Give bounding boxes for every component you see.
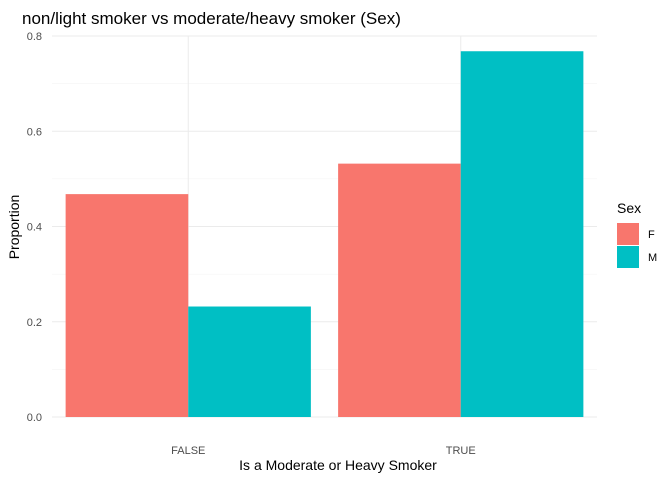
y-axis-ticks: 0.0 0.2 0.4 0.6 0.8 — [27, 31, 42, 424]
bar-true-m — [460, 51, 584, 418]
legend-label-m: M — [648, 252, 657, 264]
bar-false-m — [188, 306, 311, 417]
bar-false-f — [65, 194, 189, 417]
y-axis-title: Proportion — [6, 195, 22, 260]
legend-swatch-m — [617, 246, 639, 268]
y-tick-label: 0.6 — [27, 126, 42, 138]
y-tick-label: 0.0 — [27, 412, 42, 424]
x-axis-title: Is a Moderate or Heavy Smoker — [239, 457, 437, 473]
legend: Sex FM — [617, 200, 657, 268]
legend-label-f: F — [648, 229, 655, 241]
y-tick-label: 0.2 — [27, 317, 42, 329]
bars — [65, 51, 584, 418]
x-axis-ticks: FALSE TRUE — [171, 445, 476, 457]
legend-items: FM — [617, 223, 657, 268]
bar-true-f — [338, 163, 461, 417]
chart-title: non/light smoker vs moderate/heavy smoke… — [22, 9, 401, 28]
x-tick-label: TRUE — [446, 445, 476, 457]
legend-swatch-f — [617, 223, 639, 245]
legend-title: Sex — [617, 200, 641, 216]
x-tick-label: FALSE — [171, 445, 205, 457]
y-tick-label: 0.8 — [27, 31, 42, 43]
y-tick-label: 0.4 — [27, 222, 42, 234]
